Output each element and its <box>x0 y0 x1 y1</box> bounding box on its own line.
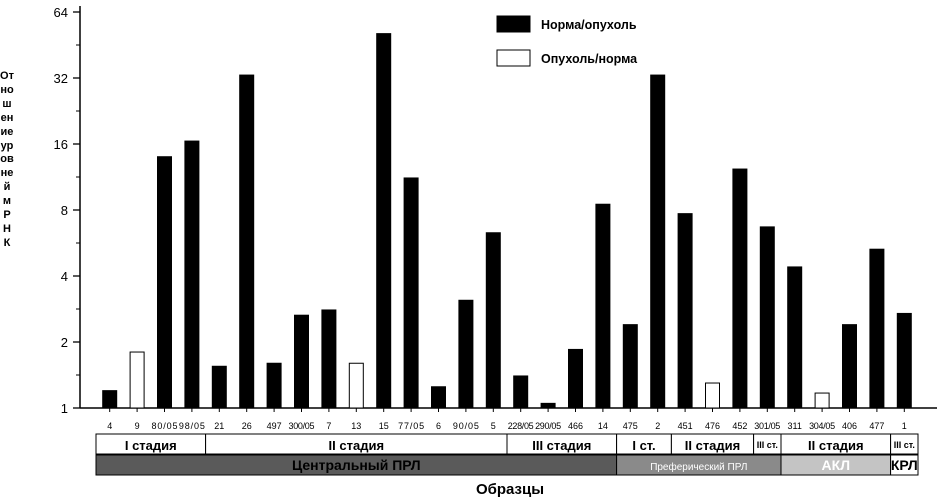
x-tick-label: 451 <box>678 421 693 431</box>
x-tick-label: 5 <box>491 421 496 431</box>
x-tick-label: 475 <box>623 421 638 431</box>
bar <box>403 177 419 409</box>
bar <box>157 156 172 409</box>
x-tick-label: 13 <box>351 421 361 431</box>
bar <box>321 309 337 409</box>
x-tick-label: 228/05 <box>508 421 534 431</box>
bar <box>842 324 857 409</box>
bar <box>211 365 227 409</box>
y-tick-label: 16 <box>54 137 68 152</box>
x-tick-label: 14 <box>598 421 608 431</box>
bar <box>376 33 392 409</box>
x-tick-label: 311 <box>788 421 802 431</box>
x-tick-label: 6 <box>436 421 441 431</box>
stage-group-label: I ст. <box>632 438 655 453</box>
bar <box>622 324 638 409</box>
bar <box>896 312 912 409</box>
bar <box>102 390 118 409</box>
bar <box>787 266 803 409</box>
x-tick-label: 7 <box>326 421 331 431</box>
bar <box>184 140 200 409</box>
bar <box>266 362 282 409</box>
x-tick-label: 21 <box>214 421 224 431</box>
x-tick-label: 26 <box>242 421 252 431</box>
type-group-box <box>890 454 919 476</box>
bar <box>732 168 748 409</box>
legend-label: Опухоль/норма <box>541 52 638 66</box>
y-axis-title: Отношение уровней мРНК <box>0 70 14 249</box>
x-tick-label: 98/05 <box>179 421 205 431</box>
bar <box>513 375 529 409</box>
x-tick-label: 9 <box>135 421 140 431</box>
x-tick-label: 4 <box>107 421 112 431</box>
x-tick-label: 466 <box>568 421 583 431</box>
bar <box>431 386 446 409</box>
bar <box>595 203 611 409</box>
legend-swatch <box>496 49 531 67</box>
legend-label: Норма/опухоль <box>541 18 637 32</box>
stage-group-label: III ст. <box>757 440 778 450</box>
type-group-label: АКЛ <box>822 457 850 473</box>
bar <box>540 402 556 409</box>
stage-group-label: III стадия <box>532 438 591 453</box>
type-group-label: Центральный ПРЛ <box>292 457 421 473</box>
type-group-label: Преферический ПРЛ <box>650 461 747 473</box>
stage-group-box <box>890 433 919 455</box>
stage-group-label: II стадия <box>808 438 864 453</box>
bar <box>485 232 501 409</box>
y-tick-label: 32 <box>54 71 68 86</box>
x-tick-label: 90/05 <box>453 421 479 431</box>
stage-group-label: I стадия <box>125 438 177 453</box>
bar <box>294 314 309 409</box>
x-tick-label: 2 <box>655 421 660 431</box>
x-tick-label: 497 <box>267 421 282 431</box>
x-tick-label: 452 <box>732 421 747 431</box>
x-tick-label: 300/05 <box>289 421 315 431</box>
x-tick-label: 15 <box>379 421 389 431</box>
bar <box>814 392 830 409</box>
x-tick-label: 290/05 <box>535 421 561 431</box>
x-tick-label: 1 <box>902 421 907 431</box>
legend-swatch <box>496 15 531 33</box>
bar <box>650 74 666 409</box>
x-tick-label: 476 <box>705 421 720 431</box>
stage-group-label: III ст. <box>894 440 915 450</box>
x-tick-label: 77/05 <box>398 421 424 431</box>
bar <box>239 74 255 409</box>
bar <box>458 299 474 409</box>
type-group-label: КРЛ <box>891 457 918 473</box>
bar <box>129 351 145 409</box>
x-tick-label: 80/05 <box>152 421 178 431</box>
stage-group-label: II стадия <box>329 438 385 453</box>
y-tick-label: 8 <box>61 203 68 218</box>
stage-group-label: II стадия <box>685 438 741 453</box>
y-tick-label: 2 <box>61 335 68 350</box>
y-tick-label: 1 <box>61 401 68 416</box>
bar <box>677 213 693 409</box>
x-tick-label: 406 <box>842 421 857 431</box>
x-tick-label: 304/05 <box>809 421 835 431</box>
bar <box>869 248 885 409</box>
bar <box>705 382 720 409</box>
bar <box>348 362 364 409</box>
x-tick-label: 477 <box>869 421 884 431</box>
x-tick-label: 301/05 <box>754 421 780 431</box>
x-axis-title: Образцы <box>476 481 544 498</box>
y-tick-label: 64 <box>54 5 68 20</box>
bar <box>568 348 583 409</box>
y-tick-label: 4 <box>61 269 68 284</box>
bar <box>759 226 775 409</box>
